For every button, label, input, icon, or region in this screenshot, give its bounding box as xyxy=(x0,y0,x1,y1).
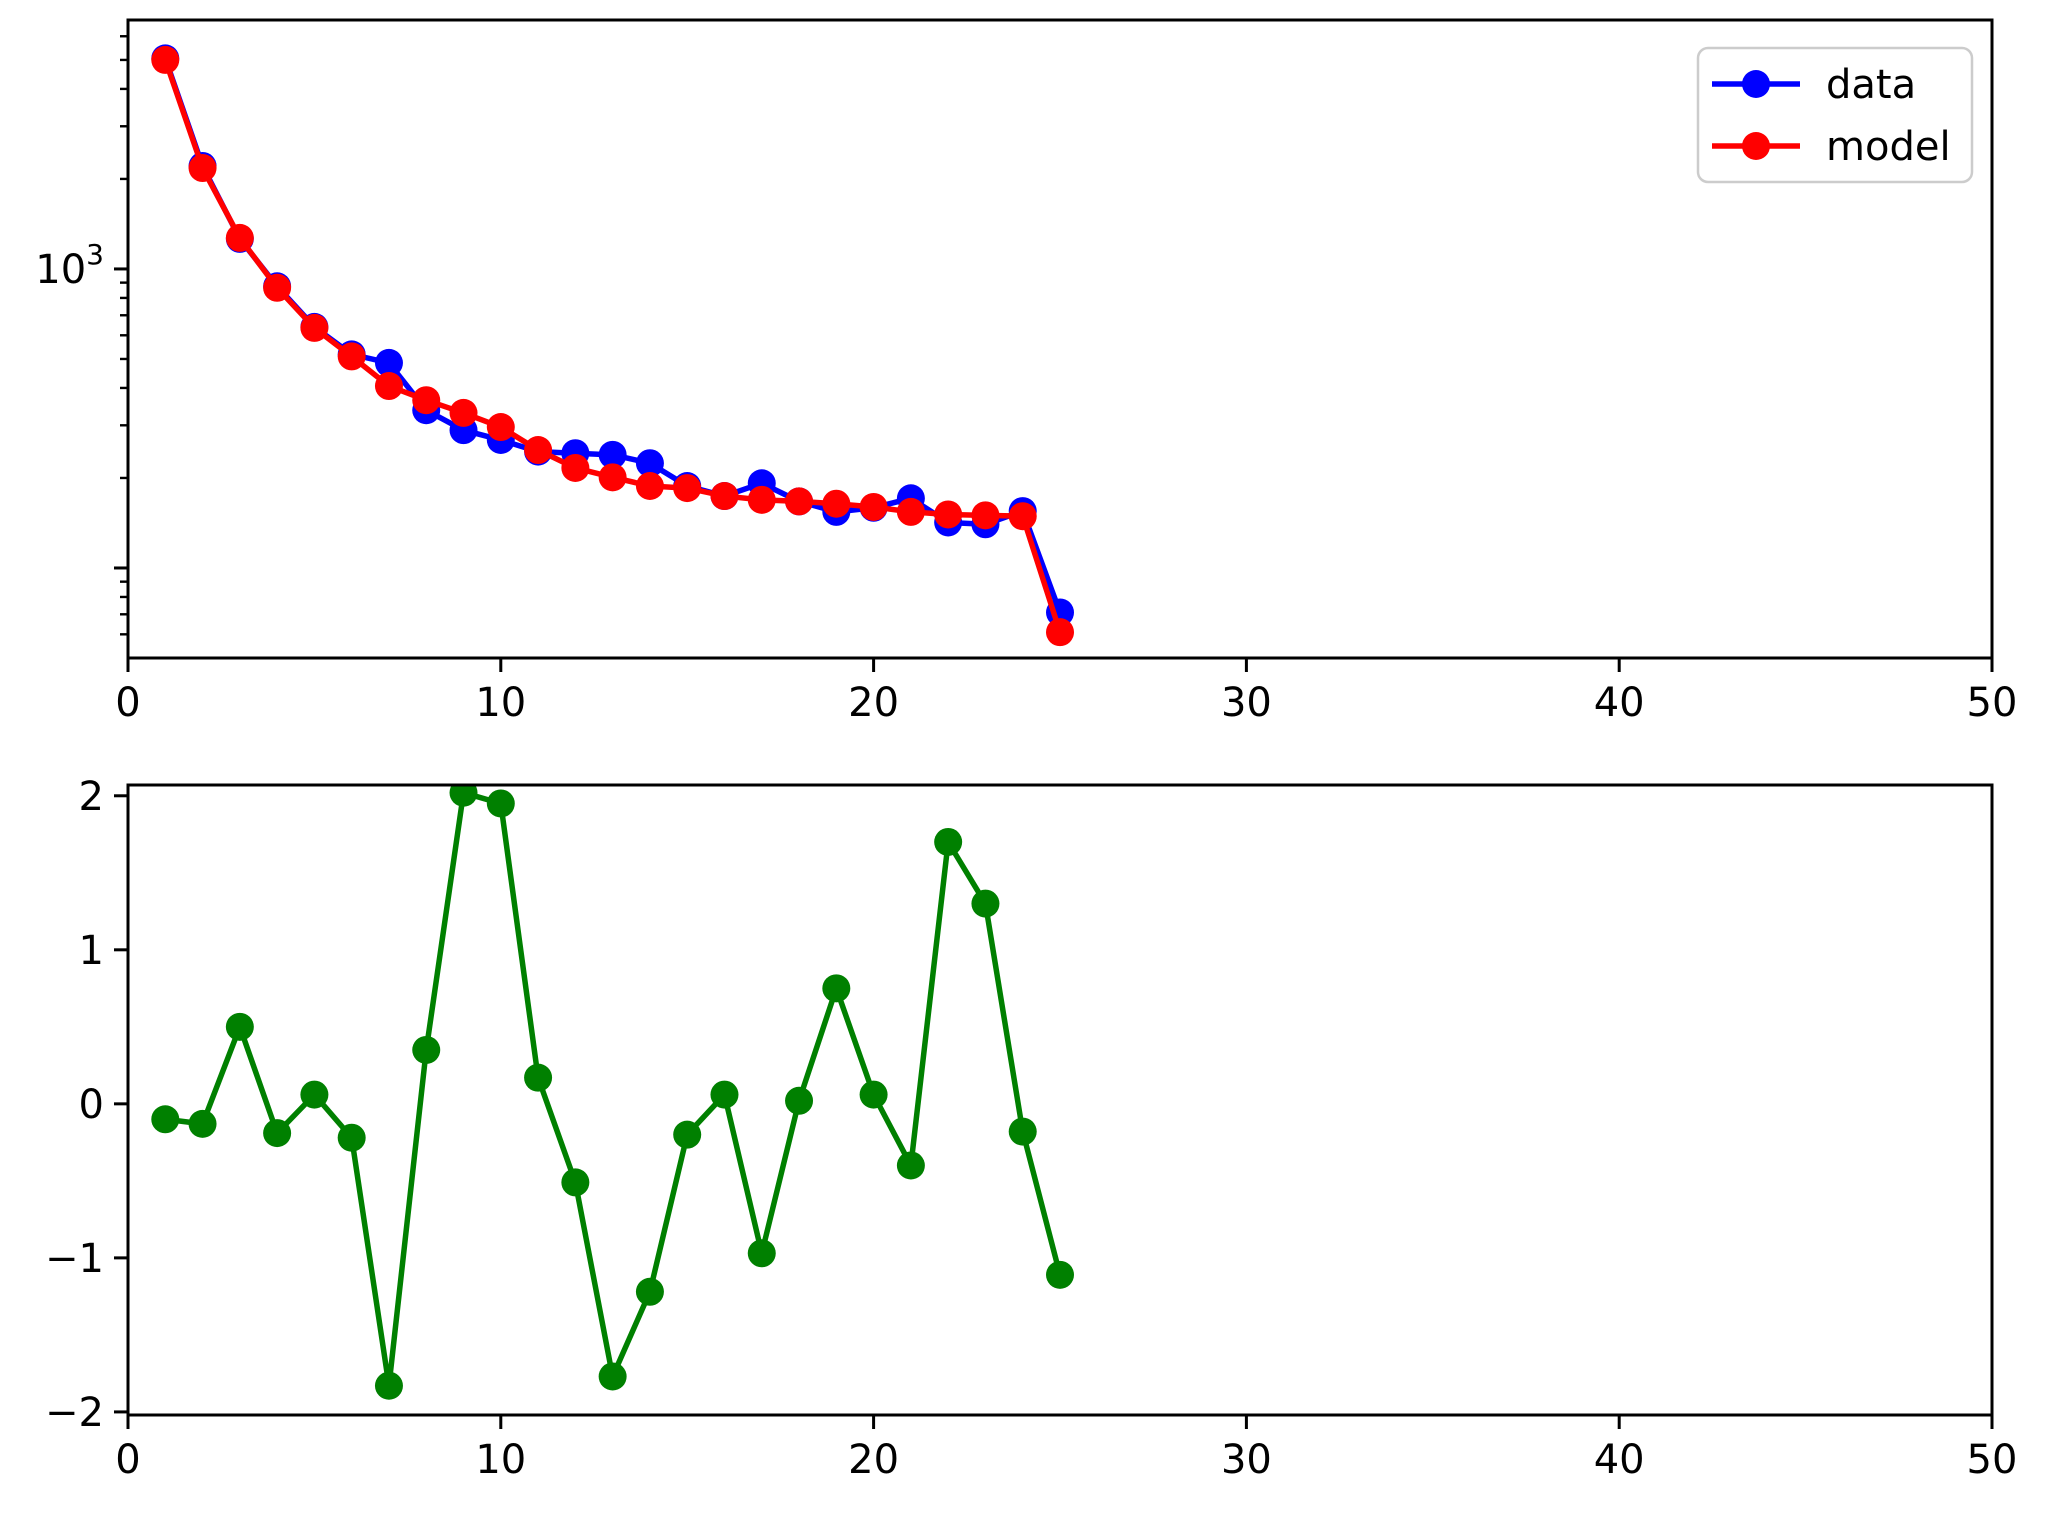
model-data-point-marker xyxy=(151,45,180,74)
residuals-data-point-marker xyxy=(785,1086,814,1115)
y-tick-label: 0 xyxy=(79,1082,104,1128)
model-data-point-marker xyxy=(300,313,329,342)
model-data-point-marker xyxy=(188,154,217,183)
x-tick-label: 20 xyxy=(848,1437,899,1483)
residuals-data-point-marker xyxy=(412,1035,441,1064)
model-data-point-marker xyxy=(635,471,664,500)
legend-label: data xyxy=(1826,62,1916,108)
residuals-data-point-marker xyxy=(486,789,515,818)
residuals-data-point-marker xyxy=(859,1080,888,1109)
model-data-point-marker xyxy=(561,453,590,482)
residuals-data-point-marker xyxy=(374,1371,403,1400)
x-tick-label: 20 xyxy=(848,680,899,726)
x-tick-label: 40 xyxy=(1594,1437,1645,1483)
residuals-data-point-marker xyxy=(561,1168,590,1197)
x-tick-label: 50 xyxy=(1967,680,2018,726)
x-tick-label: 10 xyxy=(475,1437,526,1483)
axes-frame xyxy=(126,18,1994,660)
residuals-data-point-marker xyxy=(710,1080,739,1109)
model-data-point-marker xyxy=(673,474,702,503)
x-tick-label: 30 xyxy=(1221,1437,1272,1483)
residuals-data-point-marker xyxy=(1008,1117,1037,1146)
residuals-data-point-marker xyxy=(1046,1260,1074,1289)
x-tick-label: 30 xyxy=(1221,680,1272,726)
model-data-point-marker xyxy=(412,386,441,415)
model-data-point-marker xyxy=(747,485,776,514)
model-data-point-marker xyxy=(785,487,814,516)
legend: data model xyxy=(1696,46,1974,184)
model-data-point-marker xyxy=(598,463,627,492)
y-tick-label: 2 xyxy=(79,774,104,820)
residuals-series xyxy=(151,785,1074,1400)
model-data-point-marker xyxy=(859,492,888,521)
model-data-point-marker xyxy=(225,223,254,252)
residuals-data-point-marker xyxy=(337,1123,366,1152)
model-data-point-marker xyxy=(337,342,366,371)
y-tick-label: 103 xyxy=(35,238,104,293)
model-series xyxy=(151,45,1074,647)
x-tick-label: 40 xyxy=(1594,680,1645,726)
model-data-point-marker xyxy=(896,497,925,526)
model-series-line xyxy=(162,57,1063,635)
residuals-data-point-marker xyxy=(673,1120,702,1149)
y-tick-label: −2 xyxy=(45,1390,104,1436)
legend-sample-marker xyxy=(1742,132,1770,160)
legend-label: model xyxy=(1826,124,1951,170)
model-data-point-marker xyxy=(486,413,515,442)
x-tick-label: 0 xyxy=(115,1437,140,1483)
residuals-data-point-marker xyxy=(151,1105,180,1134)
residuals-data-point-marker xyxy=(971,889,1000,918)
data-data-point-marker xyxy=(374,348,403,377)
model-data-point-marker xyxy=(1046,618,1074,647)
residuals-data-point-marker xyxy=(822,974,851,1003)
y-tick-label: 1 xyxy=(79,928,104,974)
model-data-point-marker xyxy=(374,372,403,401)
model-data-point-marker xyxy=(934,500,963,529)
x-tick-label: 10 xyxy=(475,680,526,726)
x-tick-label: 50 xyxy=(1967,1437,2018,1483)
y-tick-label: −1 xyxy=(45,1236,104,1282)
data-data-point-marker xyxy=(635,449,664,478)
data-data-point-marker xyxy=(598,440,627,469)
model-data-point-marker xyxy=(449,398,478,427)
residuals-data-point-marker xyxy=(896,1151,925,1180)
residuals-data-point-marker xyxy=(449,785,478,807)
residuals-data-point-marker xyxy=(300,1080,329,1109)
fit-panel: 0 10 20 30 40 50 103 data model xyxy=(35,18,2018,726)
model-data-point-marker xyxy=(524,436,553,465)
residuals-data-point-marker xyxy=(934,827,963,856)
residuals-panel: 0 10 20 30 40 50 −2 −1 0 1 2 xyxy=(45,774,2017,1483)
axes-frame xyxy=(126,783,1994,1417)
residuals-data-point-marker xyxy=(598,1362,627,1391)
residuals-series-line xyxy=(162,789,1063,1389)
data-series xyxy=(151,44,1074,627)
model-data-point-marker xyxy=(971,501,1000,530)
residuals-data-point-marker xyxy=(524,1063,553,1092)
model-data-point-marker xyxy=(710,482,739,511)
x-tick-label: 0 xyxy=(115,680,140,726)
data-series-line xyxy=(162,55,1063,616)
residuals-data-point-marker xyxy=(225,1012,254,1041)
model-data-point-marker xyxy=(263,273,292,302)
model-data-point-marker xyxy=(822,489,851,518)
residuals-data-point-marker xyxy=(263,1119,292,1148)
legend-sample-marker xyxy=(1742,70,1770,98)
residuals-data-point-marker xyxy=(747,1239,776,1268)
model-data-point-marker xyxy=(1008,502,1037,531)
residuals-data-point-marker xyxy=(188,1109,217,1138)
residuals-data-point-marker xyxy=(635,1277,664,1306)
